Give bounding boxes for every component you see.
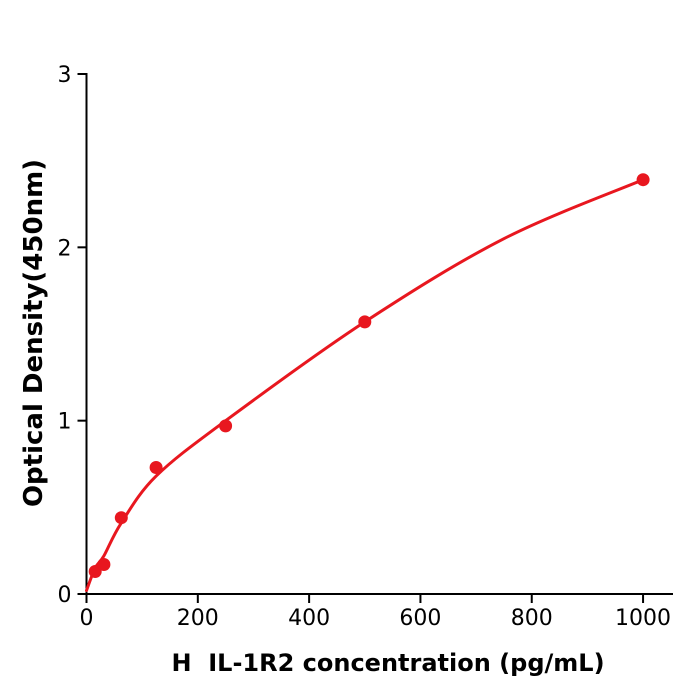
y-tick-label: 3 <box>58 63 72 88</box>
x-tick-label: 200 <box>177 606 219 631</box>
y-tick-label: 1 <box>58 410 72 435</box>
data-point <box>636 173 650 187</box>
y-axis-label: Optical Density(450nm) <box>19 159 49 507</box>
data-point <box>358 315 372 329</box>
plot-data <box>85 173 650 592</box>
x-tick-label: 1000 <box>615 606 671 631</box>
axis-spines <box>85 73 673 595</box>
y-tick-label: 0 <box>58 583 72 608</box>
data-point <box>114 511 128 525</box>
x-tick-label: 0 <box>80 606 94 631</box>
data-point <box>88 565 102 578</box>
x-tick-label: 800 <box>511 606 553 631</box>
plot-axes: 0 1 2 3 0 200 400 600 800 1000 <box>58 63 673 631</box>
data-point <box>97 558 111 571</box>
data-point <box>149 461 163 474</box>
y-tick-label: 2 <box>58 236 72 261</box>
data-point <box>219 419 233 433</box>
x-tick-label: 600 <box>399 606 441 631</box>
fitted-curve <box>85 178 645 592</box>
x-tick-label: 400 <box>288 606 330 631</box>
x-axis-label: H IL-1R2 concentration (pg/mL) <box>171 649 604 677</box>
